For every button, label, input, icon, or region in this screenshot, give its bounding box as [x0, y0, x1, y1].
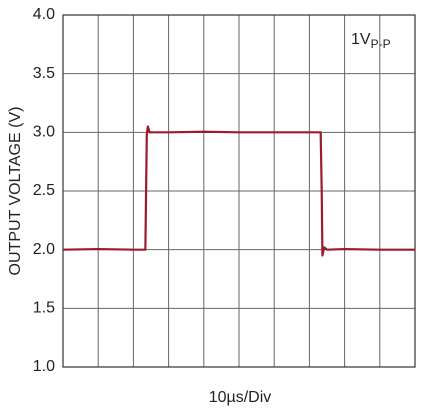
y-tick-label: 3.0	[33, 124, 55, 141]
y-tick-label: 1.0	[33, 358, 55, 375]
y-tick-label: 1.5	[33, 300, 55, 317]
y-tick-label: 2.0	[33, 241, 55, 258]
data-line	[62, 125, 415, 257]
annotation: 1VP-P	[351, 31, 391, 51]
y-tick-label: 4.0	[33, 6, 55, 23]
annotation-subscript: P-P	[371, 37, 391, 51]
x-axis-label: 10µs/Div	[209, 389, 272, 406]
y-tick-label: 3.5	[33, 65, 55, 82]
y-tick-label: 2.5	[33, 182, 55, 199]
y-axis-label: OUTPUT VOLTAGE (V)	[7, 107, 24, 276]
annotation-text: 1V	[351, 31, 371, 48]
plot-frame	[62, 14, 416, 368]
